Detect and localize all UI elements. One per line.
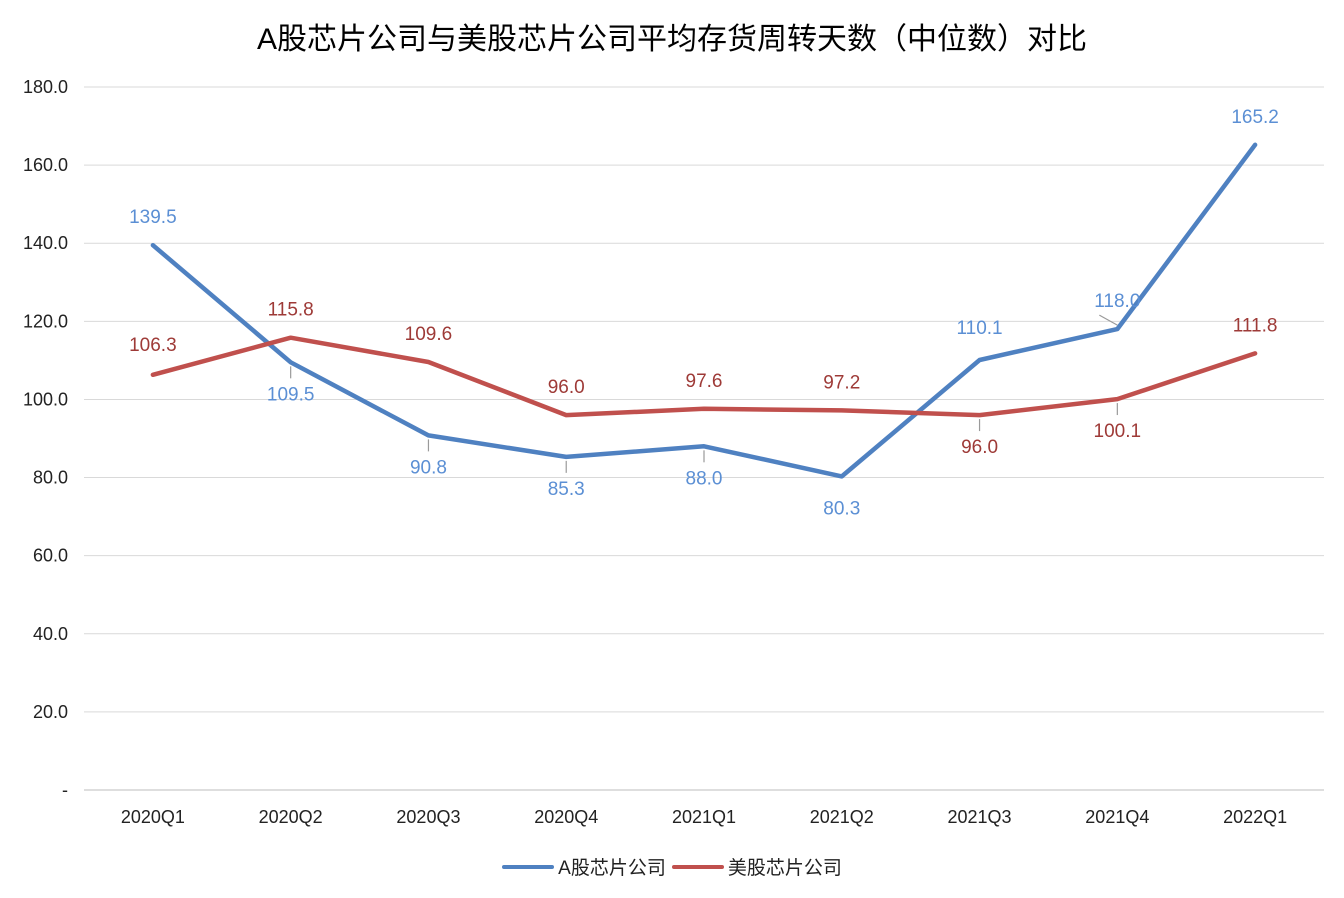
data-label: 109.6 (405, 324, 453, 345)
x-tick-label: 2020Q4 (534, 807, 598, 827)
data-label: 109.5 (267, 384, 315, 405)
data-label: 85.3 (548, 479, 585, 500)
data-label: 96.0 (961, 437, 998, 458)
y-tick-label: 140.0 (23, 233, 68, 253)
x-tick-label: 2021Q1 (672, 807, 736, 827)
x-tick-label: 2021Q3 (948, 807, 1012, 827)
series-line-a-share (150, 142, 1258, 479)
y-tick-label: 20.0 (33, 702, 68, 722)
y-tick-label: 120.0 (23, 311, 68, 331)
x-tick-label: 2021Q2 (810, 807, 874, 827)
legend-swatch-a-share (502, 864, 555, 869)
data-label: 110.1 (956, 318, 1002, 339)
legend-item-a-share: A股芯片公司 (502, 853, 666, 880)
x-tick-label: 2021Q4 (1085, 807, 1149, 827)
legend: A股芯片公司 美股芯片公司 (0, 853, 1344, 880)
series-line-us-share (150, 335, 1258, 418)
data-label: 139.5 (129, 207, 177, 228)
legend-label-a-share: A股芯片公司 (558, 858, 666, 879)
legend-item-us-share: 美股芯片公司 (671, 853, 842, 880)
y-tick-label: 100.0 (23, 389, 68, 409)
y-tick-label: 40.0 (33, 624, 68, 644)
y-tick-label: 180.0 (23, 77, 68, 97)
data-label-leader (1099, 314, 1118, 326)
chart-title: A股芯片公司与美股芯片公司平均存货周转天数（中位数）对比 (256, 23, 1087, 56)
x-tick-label: 2020Q2 (259, 807, 323, 827)
data-label: 100.1 (1094, 421, 1142, 442)
data-label: 88.0 (686, 468, 723, 489)
y-tick-label: - (62, 780, 68, 800)
x-tick-label: 2022Q1 (1223, 807, 1287, 827)
data-label: 90.8 (410, 457, 447, 478)
data-label: 80.3 (823, 498, 860, 519)
data-label: 118.0 (1094, 291, 1140, 312)
legend-label-us-share: 美股芯片公司 (727, 858, 842, 879)
data-label: 115.8 (268, 300, 314, 321)
data-label: 97.2 (823, 372, 860, 393)
x-tick-label: 2020Q3 (396, 807, 460, 827)
legend-swatch-us-share (671, 864, 724, 869)
data-label: 96.0 (548, 377, 585, 398)
data-label: 106.3 (129, 335, 177, 356)
data-label: 111.8 (1233, 315, 1278, 336)
y-tick-label: 160.0 (23, 155, 68, 175)
data-label: 97.6 (686, 371, 723, 392)
y-tick-label: 60.0 (33, 546, 68, 566)
data-label: 165.2 (1231, 107, 1279, 128)
x-tick-label: 2020Q1 (121, 807, 185, 827)
y-tick-label: 80.0 (33, 468, 68, 488)
